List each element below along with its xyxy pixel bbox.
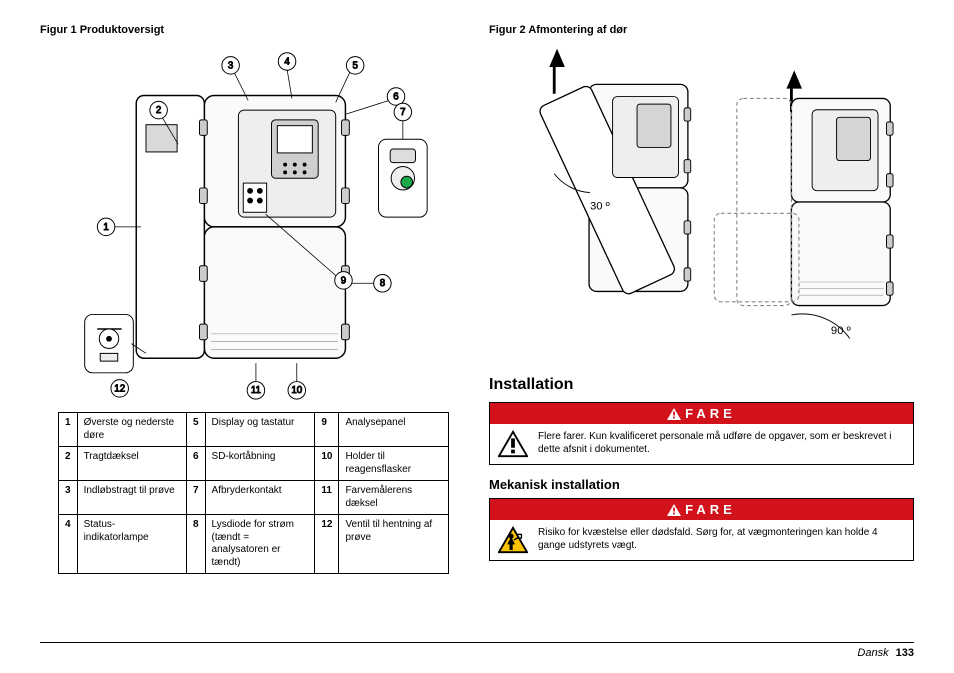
fare-label-2: FARE <box>685 502 736 517</box>
svg-text:12: 12 <box>114 383 125 394</box>
fare-alert-1: FARE Flere farer. Kun kvalificeret perso… <box>489 402 914 465</box>
mekanisk-heading: Mekanisk installation <box>489 477 914 492</box>
figure-2-drawing: 30 º <box>489 42 914 362</box>
svg-text:90 º: 90 º <box>830 325 850 337</box>
pt-num: 1 <box>59 413 78 447</box>
pt-text: Øverste og nederste døre <box>77 413 186 447</box>
parts-table: 1 Øverste og nederste døre 5 Display og … <box>58 412 449 574</box>
svg-text:7: 7 <box>400 107 405 118</box>
svg-text:1: 1 <box>103 222 108 233</box>
right-column: Figur 2 Afmontering af dør <box>489 24 914 614</box>
pt-num: 9 <box>315 413 339 447</box>
heavy-load-warning-icon <box>498 526 528 554</box>
page-footer: Dansk 133 <box>40 642 914 659</box>
svg-text:8: 8 <box>379 278 384 289</box>
svg-text:6: 6 <box>393 91 398 102</box>
pt-text: Analysepanel <box>339 413 449 447</box>
pt-text: Display og tastatur <box>205 413 315 447</box>
svg-text:3: 3 <box>227 60 232 71</box>
installation-heading: Installation <box>489 376 914 394</box>
warning-triangle-icon <box>667 408 681 420</box>
svg-text:30 º: 30 º <box>590 201 610 213</box>
svg-text:5: 5 <box>352 60 357 71</box>
svg-text:2: 2 <box>155 105 160 116</box>
footer-language: Dansk <box>857 647 888 659</box>
figure-2-title: Figur 2 Afmontering af dør <box>489 24 914 36</box>
pt-num: 5 <box>186 413 205 447</box>
footer-page-number: 133 <box>896 647 914 659</box>
figure-1-drawing: 1 2 3 4 5 6 7 8 9 10 11 12 <box>40 42 465 402</box>
fare-alert-2-text: Risiko for kvæstelse eller dødsfald. Sør… <box>538 526 905 552</box>
svg-text:10: 10 <box>291 385 302 396</box>
danger-triangle-icon <box>498 430 528 458</box>
warning-triangle-icon <box>667 504 681 516</box>
svg-text:4: 4 <box>284 56 290 67</box>
fare-header: FARE <box>490 403 913 424</box>
svg-text:9: 9 <box>340 275 345 286</box>
svg-text:11: 11 <box>250 385 260 396</box>
fare-label: FARE <box>685 406 736 421</box>
fare-header-2: FARE <box>490 499 913 520</box>
fare-alert-1-text: Flere farer. Kun kvalificeret personale … <box>538 430 905 456</box>
left-column: Figur 1 Produktoversigt <box>40 24 465 614</box>
figure-1-title: Figur 1 Produktoversigt <box>40 24 465 36</box>
fare-alert-2: FARE Risiko for kvæstelse eller dødsfald… <box>489 498 914 561</box>
